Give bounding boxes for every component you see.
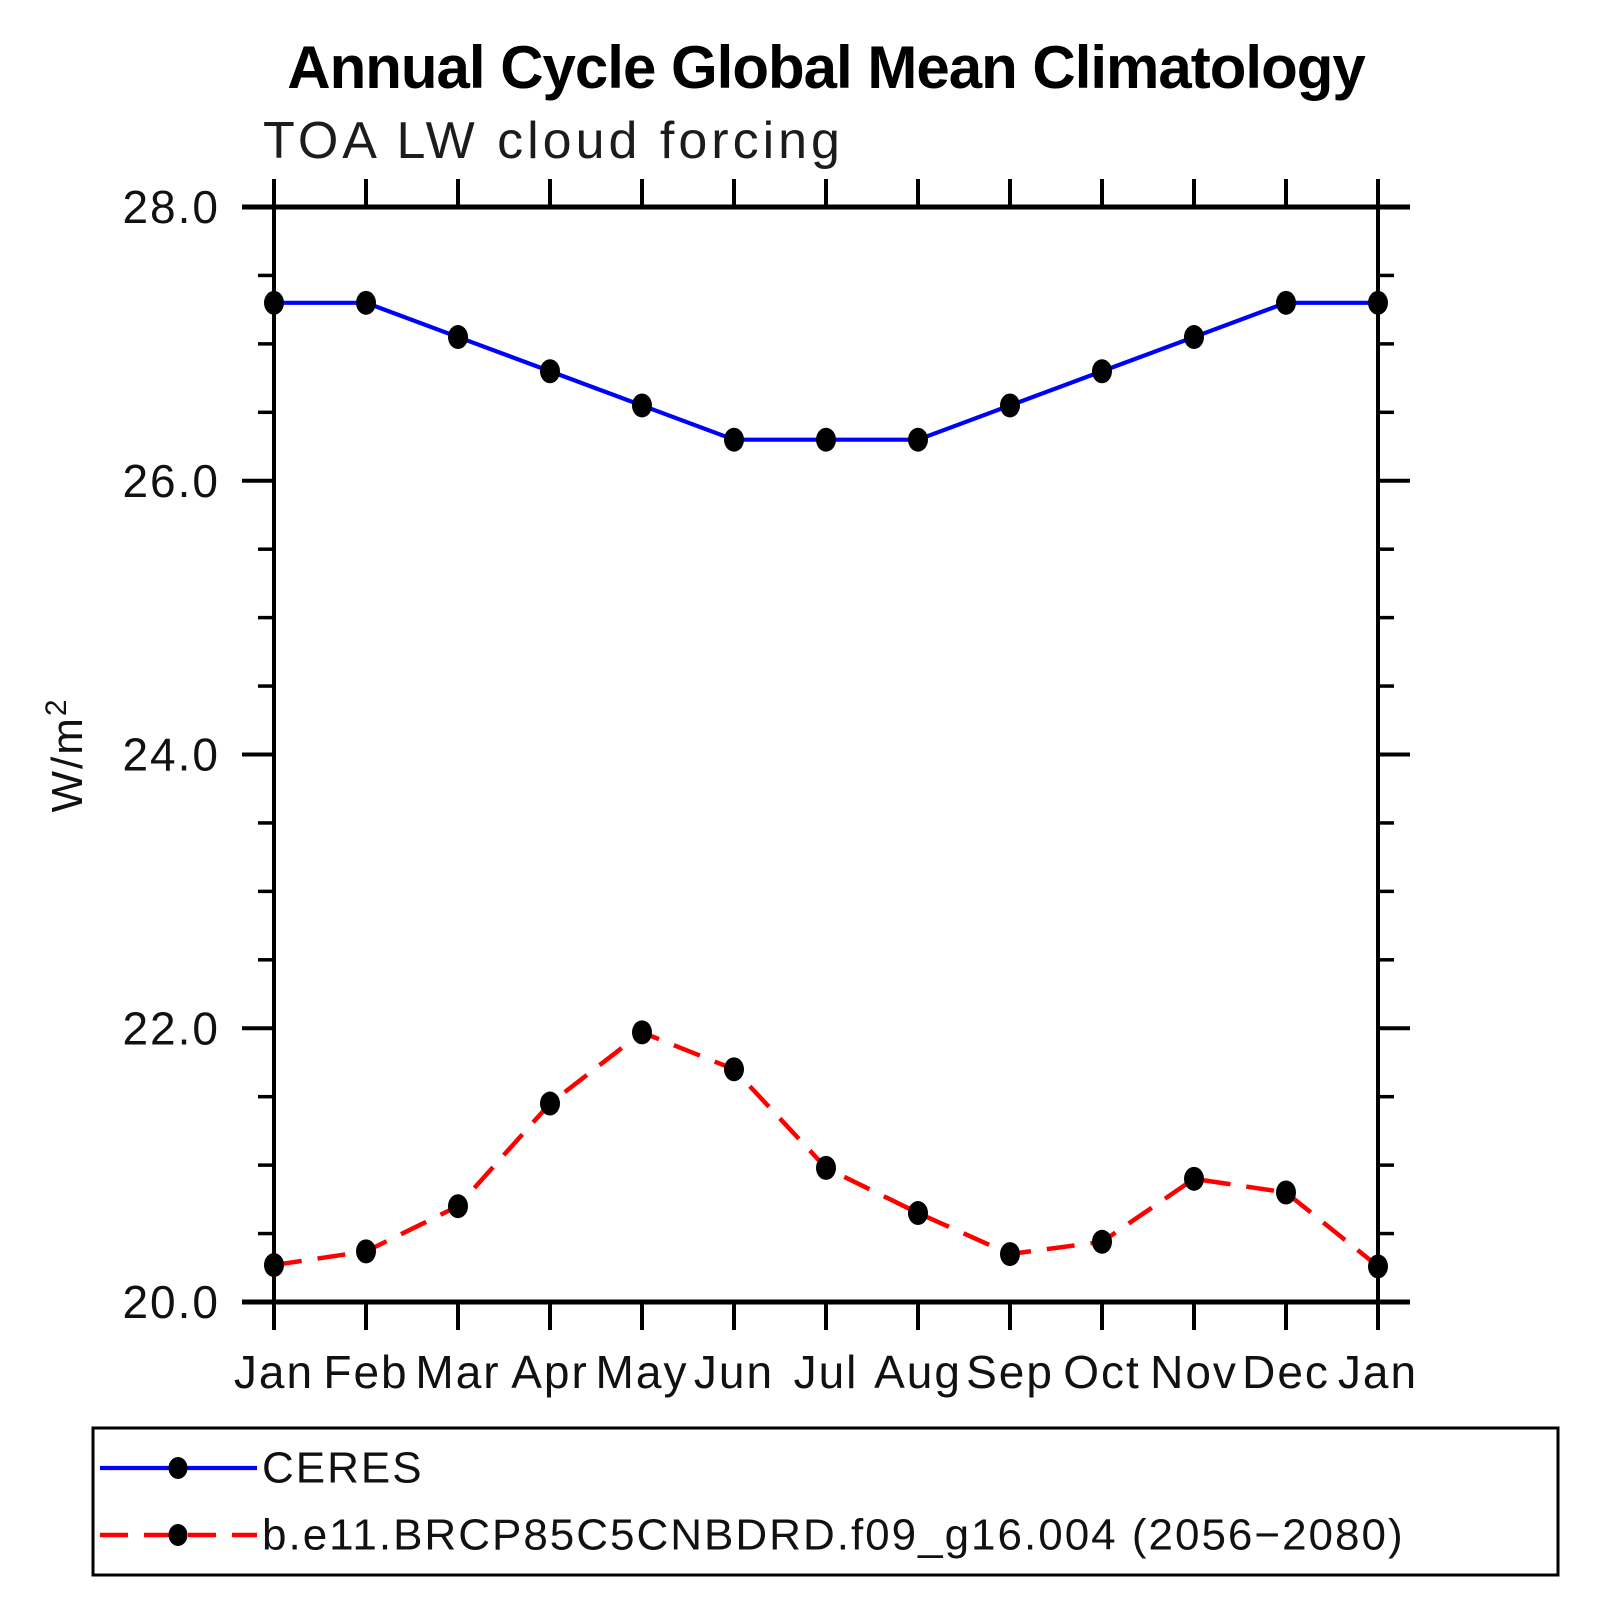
x-tick-label: Sep xyxy=(966,1346,1054,1398)
data-point-marker xyxy=(632,393,652,418)
data-point-marker xyxy=(724,1057,744,1082)
data-point-marker xyxy=(448,325,468,350)
y-tick-label: 20.0 xyxy=(122,1276,220,1328)
data-point-marker xyxy=(908,427,928,452)
data-point-marker xyxy=(448,1194,468,1219)
x-tick-label: Jun xyxy=(694,1346,774,1398)
x-tick-label: May xyxy=(596,1346,689,1398)
x-tick-label: Jan xyxy=(234,1346,314,1398)
data-point-marker xyxy=(1092,1229,1112,1254)
x-axis: Jan Feb Mar Apr May Jun Jul Aug Sep Oct Nov Dec Jan xyxy=(234,179,1418,1398)
legend-label: CERES xyxy=(262,1444,424,1493)
plot-series xyxy=(264,290,1388,1279)
chart-title: Annual Cycle Global Mean Climatology xyxy=(287,34,1366,101)
series-line-solid xyxy=(274,300,1378,442)
data-point-marker xyxy=(1276,290,1296,315)
data-point-marker xyxy=(540,1091,560,1116)
data-point-marker xyxy=(1092,359,1112,384)
legend-marker-dot xyxy=(168,1457,188,1479)
data-point-marker xyxy=(816,427,836,452)
data-point-marker xyxy=(264,1253,284,1278)
data-point-marker xyxy=(632,1020,652,1045)
x-tick-label: Jan xyxy=(1338,1346,1418,1398)
x-tick-label: Nov xyxy=(1150,1346,1238,1398)
x-tick-label: Jul xyxy=(794,1346,859,1398)
x-tick-label: Mar xyxy=(415,1346,500,1398)
y-axis-title: W/m2 xyxy=(40,697,92,812)
legend-box xyxy=(91,1426,1560,1577)
data-point-marker xyxy=(1368,1254,1388,1279)
legend: CERES b.e11.BRCP85C5CNBDRD.f09_g16.004 (… xyxy=(91,1426,1560,1577)
data-point-marker xyxy=(1000,393,1020,418)
chart-subtitle: TOA LW cloud forcing xyxy=(263,112,844,170)
y-tick-label: 22.0 xyxy=(122,1002,220,1054)
x-tick-label: Feb xyxy=(323,1346,408,1398)
legend-label: b.e11.BRCP85C5CNBDRD.f09_g16.004 (2056−2… xyxy=(262,1511,1405,1560)
y-axis: 20.0 22.0 24.0 26.0 28.0 xyxy=(122,181,1410,1328)
data-point-marker xyxy=(1184,325,1204,350)
legend-marker-dot xyxy=(168,1524,188,1546)
y-tick-label: 24.0 xyxy=(122,729,220,781)
data-point-marker xyxy=(1276,1180,1296,1205)
data-point-marker xyxy=(264,290,284,315)
data-point-marker xyxy=(356,1239,376,1264)
data-point-marker xyxy=(1000,1242,1020,1267)
data-point-marker xyxy=(356,290,376,315)
y-axis-label: W/m2 xyxy=(40,697,92,812)
x-tick-label: Aug xyxy=(874,1346,962,1398)
x-tick-label: Oct xyxy=(1063,1346,1141,1398)
data-point-marker xyxy=(540,359,560,384)
data-point-marker xyxy=(908,1201,928,1226)
legend-keys xyxy=(100,1457,257,1546)
data-point-marker xyxy=(724,427,744,452)
data-point-marker xyxy=(1368,290,1388,315)
data-point-marker xyxy=(1184,1166,1204,1191)
data-point-marker xyxy=(816,1155,836,1180)
series-line-dashed xyxy=(273,1029,1380,1269)
x-tick-label: Dec xyxy=(1242,1346,1330,1398)
x-tick-label: Apr xyxy=(511,1346,589,1398)
y-tick-label: 28.0 xyxy=(122,181,220,233)
y-tick-label: 26.0 xyxy=(122,455,220,507)
